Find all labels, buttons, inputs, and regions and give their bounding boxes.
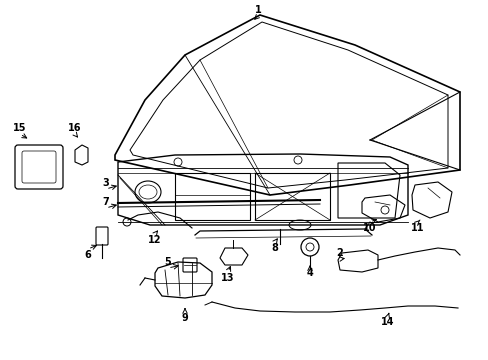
Text: 5: 5 xyxy=(164,257,171,267)
Text: 11: 11 xyxy=(410,223,424,233)
Text: 6: 6 xyxy=(84,250,91,260)
Text: 12: 12 xyxy=(148,235,162,245)
Text: 9: 9 xyxy=(181,313,188,323)
Text: 15: 15 xyxy=(13,123,27,133)
Text: 3: 3 xyxy=(102,178,109,188)
Text: 14: 14 xyxy=(381,317,394,327)
Text: 16: 16 xyxy=(68,123,81,133)
Text: 7: 7 xyxy=(102,197,109,207)
Text: 10: 10 xyxy=(363,223,376,233)
Text: 4: 4 xyxy=(306,268,313,278)
Text: 1: 1 xyxy=(254,5,261,15)
Text: 13: 13 xyxy=(221,273,234,283)
Text: 2: 2 xyxy=(336,248,343,258)
Text: 8: 8 xyxy=(271,243,278,253)
